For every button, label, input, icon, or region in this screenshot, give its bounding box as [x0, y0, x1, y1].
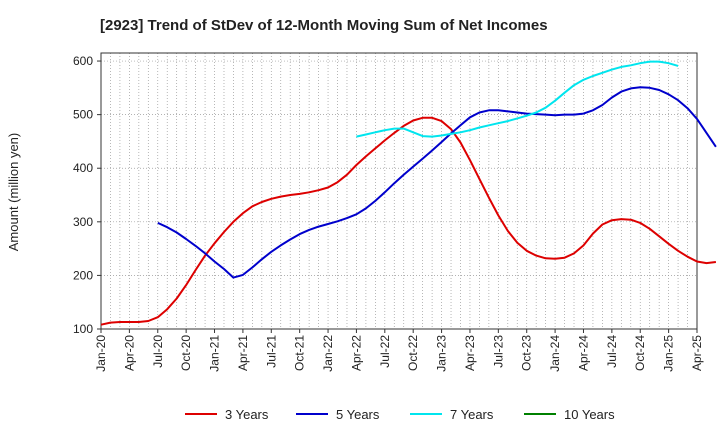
- x-tick-label: Apr-20: [122, 335, 136, 371]
- legend-label-5-years: 5 Years: [336, 407, 380, 422]
- x-tick-label: Jan-20: [94, 335, 108, 372]
- x-tick-label: Apr-24: [576, 335, 590, 371]
- y-tick-label: 600: [73, 54, 93, 68]
- x-tick-label: Jan-24: [548, 335, 562, 372]
- y-tick-label: 100: [73, 322, 93, 336]
- legend-label-3-years: 3 Years: [225, 407, 269, 422]
- x-tick-label: Apr-21: [236, 335, 250, 371]
- x-tick-label: Apr-22: [349, 335, 363, 371]
- legend: 3 Years 5 Years 7 Years 10 Years: [185, 407, 615, 422]
- legend-label-7-years: 7 Years: [450, 407, 494, 422]
- grid: [100, 53, 698, 330]
- x-tick-label: Oct-23: [520, 335, 534, 371]
- x-tick-label: Apr-23: [463, 335, 477, 371]
- x-tick-label: Jan-23: [435, 335, 449, 372]
- y-tick-label: 400: [73, 161, 93, 175]
- y-tick-label: 300: [73, 215, 93, 229]
- series-lines: [100, 60, 717, 326]
- y-axis-label: Amount (million yen): [6, 133, 21, 252]
- x-tick-label: Jul-20: [151, 335, 165, 368]
- y-tick-label: 200: [73, 268, 93, 282]
- series-line-7-years: [356, 60, 679, 138]
- x-tick-label: Jul-22: [378, 335, 392, 368]
- x-tick-label: Oct-22: [406, 335, 420, 371]
- x-tick-label: Jul-23: [491, 335, 505, 368]
- x-tick-label: Oct-21: [293, 335, 307, 371]
- x-tick-label: Jul-24: [605, 335, 619, 368]
- chart-title: [2923] Trend of StDev of 12-Month Moving…: [100, 17, 548, 34]
- plot-frame: [100, 52, 698, 330]
- legend-label-10-years: 10 Years: [564, 407, 615, 422]
- x-tick-label: Jan-22: [321, 335, 335, 372]
- x-tick-label: Apr-25: [690, 335, 704, 371]
- y-tick-label: 500: [73, 108, 93, 122]
- x-tick-label: Jul-21: [264, 335, 278, 368]
- x-tick-label: Oct-20: [179, 335, 193, 371]
- axes: 100 200 300 400 500 600 Jan-20 Apr-20 Jul-20 Oct-…: [73, 52, 704, 372]
- x-tick-label: Jan-25: [662, 335, 676, 372]
- x-tick-label: Oct-24: [633, 335, 647, 371]
- series-line-3-years: [100, 116, 717, 326]
- x-tick-label: Jan-21: [208, 335, 222, 372]
- series-line-5-years: [157, 86, 717, 279]
